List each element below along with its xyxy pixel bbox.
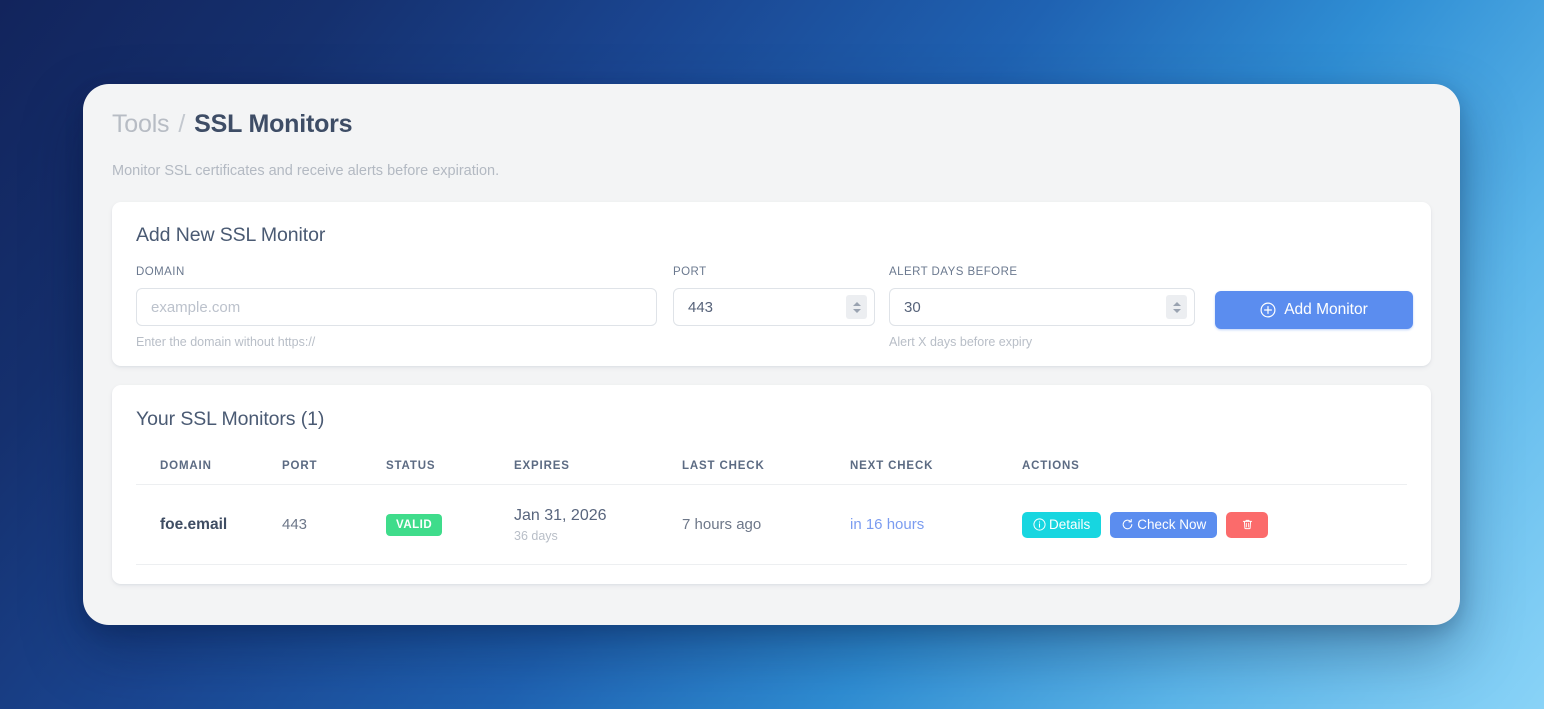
port-stepper[interactable] bbox=[846, 295, 867, 319]
column-header-domain: DOMAIN bbox=[136, 431, 282, 485]
chevron-down-icon[interactable] bbox=[1172, 308, 1181, 313]
domain-label: DOMAIN bbox=[136, 266, 185, 278]
chevron-up-icon[interactable] bbox=[1172, 301, 1181, 306]
column-header-next-check: NEXT CHECK bbox=[850, 431, 1022, 485]
monitors-list-title: Your SSL Monitors (1) bbox=[136, 408, 325, 430]
cell-expires-date: Jan 31, 2026 bbox=[514, 507, 607, 524]
add-monitor-title: Add New SSL Monitor bbox=[136, 224, 326, 246]
breadcrumb-parent[interactable]: Tools bbox=[112, 110, 170, 138]
chevron-up-icon[interactable] bbox=[852, 301, 861, 306]
domain-field-group: DOMAIN Enter the domain without https:// bbox=[136, 265, 657, 350]
port-field-group: PORT bbox=[673, 265, 875, 326]
column-header-expires: EXPIRES bbox=[514, 431, 682, 485]
monitors-table: DOMAIN PORT STATUS EXPIRES LAST CHECK NE… bbox=[136, 431, 1407, 565]
port-label: PORT bbox=[673, 266, 707, 278]
monitors-list-card: Your SSL Monitors (1) DOMAIN PORT STATUS… bbox=[112, 385, 1431, 584]
table-row: foe.email 443 VALID Jan 31, 2026 36 days… bbox=[136, 484, 1407, 565]
check-now-button-label: Check Now bbox=[1137, 517, 1207, 532]
cell-expires-remaining: 36 days bbox=[514, 529, 558, 543]
refresh-icon bbox=[1121, 518, 1134, 531]
add-monitor-form: DOMAIN Enter the domain without https://… bbox=[136, 265, 1413, 355]
table-header-row: DOMAIN PORT STATUS EXPIRES LAST CHECK NE… bbox=[136, 431, 1407, 485]
column-header-actions: ACTIONS bbox=[1022, 431, 1407, 485]
plus-circle-icon bbox=[1260, 302, 1276, 318]
add-monitor-button[interactable]: Add Monitor bbox=[1215, 291, 1413, 329]
page-title: SSL Monitors bbox=[194, 110, 353, 138]
status-badge: VALID bbox=[386, 513, 443, 536]
details-button-label: Details bbox=[1049, 517, 1091, 532]
column-header-port: PORT bbox=[282, 431, 386, 485]
add-monitor-button-label: Add Monitor bbox=[1284, 301, 1368, 318]
alert-days-helper-text: Alert X days before expiry bbox=[889, 335, 1033, 349]
page-subtitle: Monitor SSL certificates and receive ale… bbox=[112, 163, 500, 179]
trash-icon bbox=[1241, 518, 1254, 531]
chevron-down-icon[interactable] bbox=[852, 308, 861, 313]
add-monitor-card: Add New SSL Monitor DOMAIN Enter the dom… bbox=[112, 202, 1431, 366]
cell-last-check: 7 hours ago bbox=[682, 484, 850, 565]
domain-helper-text: Enter the domain without https:// bbox=[136, 335, 316, 349]
column-header-last-check: LAST CHECK bbox=[682, 431, 850, 485]
check-now-button[interactable]: Check Now bbox=[1110, 511, 1218, 538]
delete-monitor-button[interactable] bbox=[1226, 511, 1269, 538]
cell-port: 443 bbox=[282, 484, 386, 565]
app-window: Tools / SSL Monitors Monitor SSL certifi… bbox=[83, 84, 1460, 625]
monitors-table-body: foe.email 443 VALID Jan 31, 2026 36 days… bbox=[136, 484, 1407, 565]
info-circle-icon bbox=[1033, 518, 1046, 531]
alert-days-input[interactable] bbox=[889, 288, 1195, 326]
port-input[interactable] bbox=[673, 288, 875, 326]
row-actions: Details Check Now bbox=[1022, 511, 1407, 538]
alert-days-field-group: ALERT DAYS BEFORE Alert X days before ex… bbox=[889, 265, 1195, 350]
domain-input[interactable] bbox=[136, 288, 657, 326]
monitors-table-head: DOMAIN PORT STATUS EXPIRES LAST CHECK NE… bbox=[136, 431, 1407, 485]
details-button[interactable]: Details bbox=[1022, 511, 1102, 538]
column-header-status: STATUS bbox=[386, 431, 514, 485]
alert-days-stepper[interactable] bbox=[1166, 295, 1187, 319]
breadcrumb: Tools / SSL Monitors bbox=[112, 108, 1431, 140]
breadcrumb-separator: / bbox=[178, 110, 186, 138]
alert-days-label: ALERT DAYS BEFORE bbox=[889, 266, 1018, 278]
cell-next-check: in 16 hours bbox=[850, 516, 925, 533]
cell-domain: foe.email bbox=[160, 515, 228, 533]
